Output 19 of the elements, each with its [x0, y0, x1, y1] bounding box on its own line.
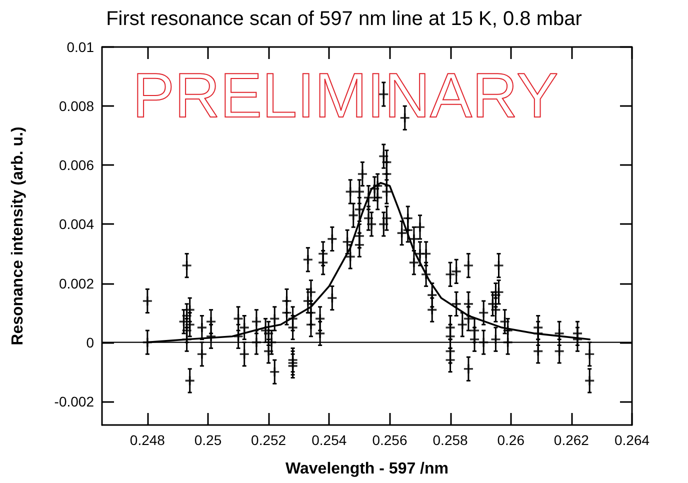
x-tick-label: 0.264 [614, 432, 650, 448]
y-tick-label: -0.002 [54, 393, 94, 410]
y-tick-label: 0.004 [58, 216, 94, 232]
chart-title: First resonance scan of 597 nm line at 15 K, 0.8 mbar [106, 8, 582, 30]
x-tick-label: 0.252 [251, 432, 286, 448]
x-tick-label: 0.254 [312, 432, 347, 448]
x-tick-label: 0.25 [194, 432, 222, 448]
x-tick-label: 0.248 [130, 432, 166, 448]
x-tick-label: 0.26 [497, 432, 525, 448]
x-axis-title: Wavelength - 597 /nm [286, 460, 448, 478]
y-tick-label: 0 [86, 334, 94, 350]
x-tick-label: 0.256 [372, 432, 408, 448]
y-axis-title: Resonance intensity (arb. u.) [10, 126, 26, 346]
y-tick-label: 0.002 [58, 275, 94, 292]
x-tick-label: 0.258 [432, 432, 468, 448]
y-tick-label: 0.006 [58, 157, 94, 174]
y-tick-label: 0.008 [58, 98, 94, 114]
x-tick-label: 0.262 [554, 432, 590, 448]
y-tick-label: 0.01 [66, 39, 94, 55]
